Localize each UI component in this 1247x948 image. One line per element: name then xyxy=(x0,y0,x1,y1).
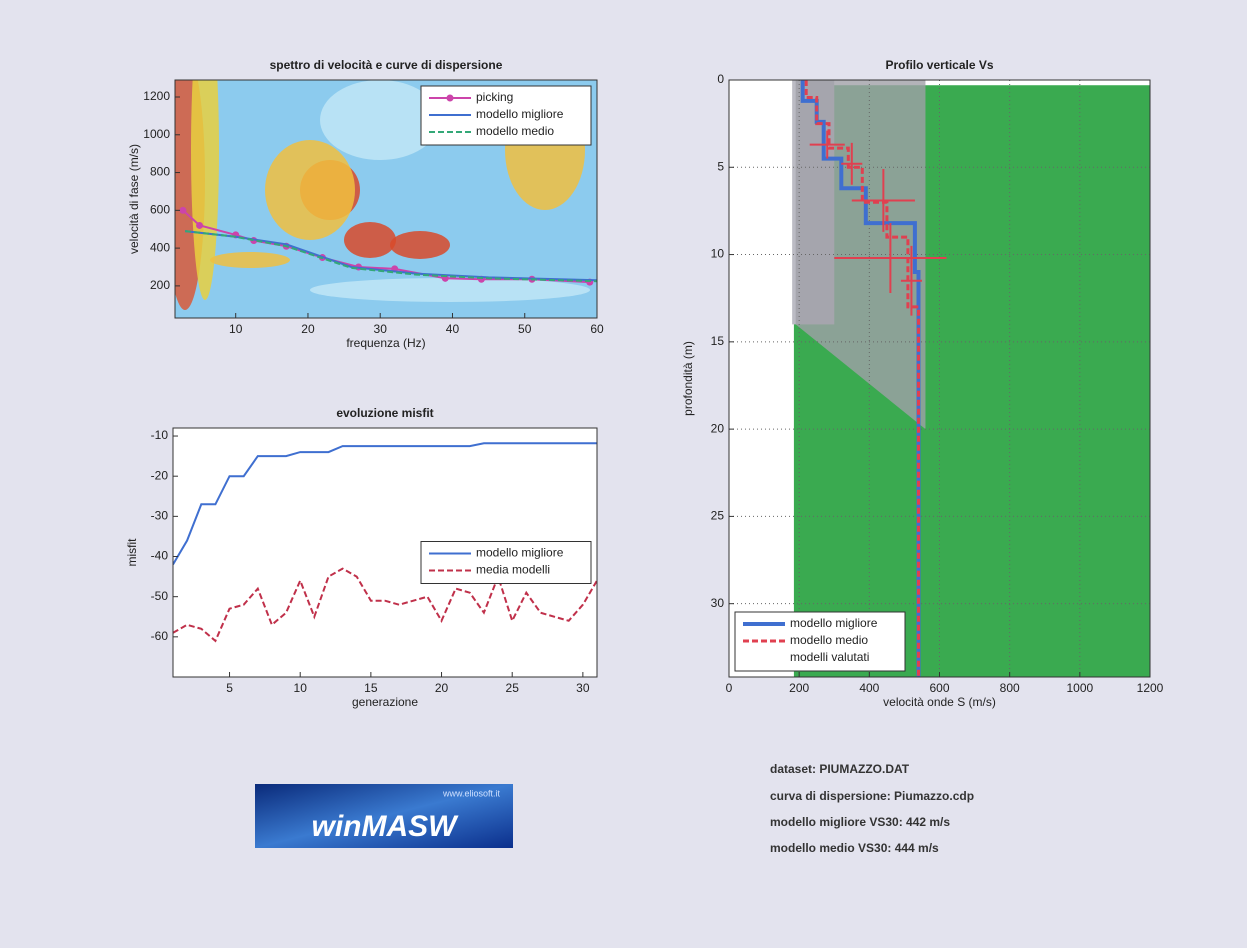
x-tick-label: 40 xyxy=(446,322,460,336)
legend-label: modello migliore xyxy=(790,616,878,630)
x-tick-label: 30 xyxy=(374,322,388,336)
y-tick-label: -50 xyxy=(151,589,169,603)
info-line: modello migliore VS30: 442 m/s xyxy=(770,815,950,829)
spectrum-blob xyxy=(191,80,219,300)
legend-label: picking xyxy=(476,90,513,104)
x-tick-label: 10 xyxy=(229,322,243,336)
x-tick-label: 5 xyxy=(226,681,233,695)
y-tick-label: -10 xyxy=(151,428,169,442)
chart-title: evoluzione misfit xyxy=(336,406,433,420)
y-tick-label: 0 xyxy=(717,72,724,86)
x-axis-label: velocità onde S (m/s) xyxy=(883,695,996,709)
series-line xyxy=(804,80,920,677)
series-line xyxy=(800,80,921,677)
plot-frame xyxy=(174,79,598,319)
series-point xyxy=(179,206,187,214)
y-tick-label: 600 xyxy=(150,203,170,217)
x-tick-label: 15 xyxy=(364,681,378,695)
y-tick-label: -30 xyxy=(151,509,169,523)
legend-marker xyxy=(446,94,454,102)
x-tick-label: 30 xyxy=(576,681,590,695)
series-point xyxy=(196,221,204,229)
legend-label: media modelli xyxy=(476,563,550,577)
y-tick-label: 15 xyxy=(711,334,725,348)
y-tick-label: -20 xyxy=(151,468,169,482)
plot-frame xyxy=(728,79,1151,678)
spectrum-blob xyxy=(320,80,440,160)
x-tick-label: 10 xyxy=(294,681,308,695)
plot-content xyxy=(729,80,1150,677)
legend-box xyxy=(420,541,592,584)
spectrum-blob xyxy=(390,231,450,259)
series-line xyxy=(184,230,597,283)
x-tick-label: 400 xyxy=(859,681,879,695)
spectrum-blob xyxy=(210,252,290,268)
x-tick-label: 25 xyxy=(506,681,520,695)
info-line: modello medio VS30: 444 m/s xyxy=(770,841,939,855)
y-tick-label: -60 xyxy=(151,629,169,643)
legend-label: modello medio xyxy=(476,124,554,138)
x-tick-label: 600 xyxy=(929,681,949,695)
y-axis-label: profondità (m) xyxy=(681,341,695,416)
x-tick-label: 0 xyxy=(726,681,733,695)
x-tick-label: 50 xyxy=(518,322,532,336)
x-tick-label: 60 xyxy=(590,322,604,336)
spectrum-blob xyxy=(310,278,590,302)
y-axis-label: misfit xyxy=(125,538,139,567)
x-tick-label: 20 xyxy=(435,681,449,695)
logo-name: winMASW xyxy=(312,810,460,843)
y-tick-label: 1200 xyxy=(143,89,170,103)
x-tick-label: 200 xyxy=(789,681,809,695)
plot-content xyxy=(173,442,597,643)
chart-title: spettro di velocità e curve di dispersio… xyxy=(270,58,503,72)
spectrum-blob xyxy=(265,140,355,240)
y-tick-label: 1000 xyxy=(143,127,170,141)
y-tick-label: 200 xyxy=(150,278,170,292)
x-tick-label: 800 xyxy=(1000,681,1020,695)
y-tick-label: 30 xyxy=(711,596,725,610)
y-tick-label: 800 xyxy=(150,165,170,179)
x-axis-label: frequenza (Hz) xyxy=(346,336,425,350)
spectrum-blob xyxy=(344,222,396,258)
y-tick-label: 5 xyxy=(717,159,724,173)
legend-label: modello migliore xyxy=(476,107,564,121)
x-tick-label: 1000 xyxy=(1066,681,1093,695)
chart-title: Profilo verticale Vs xyxy=(885,58,993,72)
y-tick-label: 10 xyxy=(711,247,725,261)
info-line: curva di dispersione: Piumazzo.cdp xyxy=(770,789,974,803)
y-axis-label: velocità di fase (m/s) xyxy=(127,144,141,254)
series-line xyxy=(173,442,597,566)
plot-frame xyxy=(172,427,598,678)
legend-label: modello medio xyxy=(790,633,868,647)
y-tick-label: -40 xyxy=(151,549,169,563)
legend-label: modelli valutati xyxy=(790,650,869,664)
series-line xyxy=(173,567,597,643)
info-line: dataset: PIUMAZZO.DAT xyxy=(770,762,910,776)
y-tick-label: 400 xyxy=(150,240,170,254)
x-tick-label: 1200 xyxy=(1137,681,1164,695)
logo-url: www.eliosoft.it xyxy=(442,788,501,798)
logo xyxy=(255,784,513,848)
legend-label: modello migliore xyxy=(476,546,564,560)
y-tick-label: 25 xyxy=(711,509,725,523)
x-axis-label: generazione xyxy=(352,695,418,709)
x-tick-label: 20 xyxy=(301,322,315,336)
y-tick-label: 20 xyxy=(711,421,725,435)
